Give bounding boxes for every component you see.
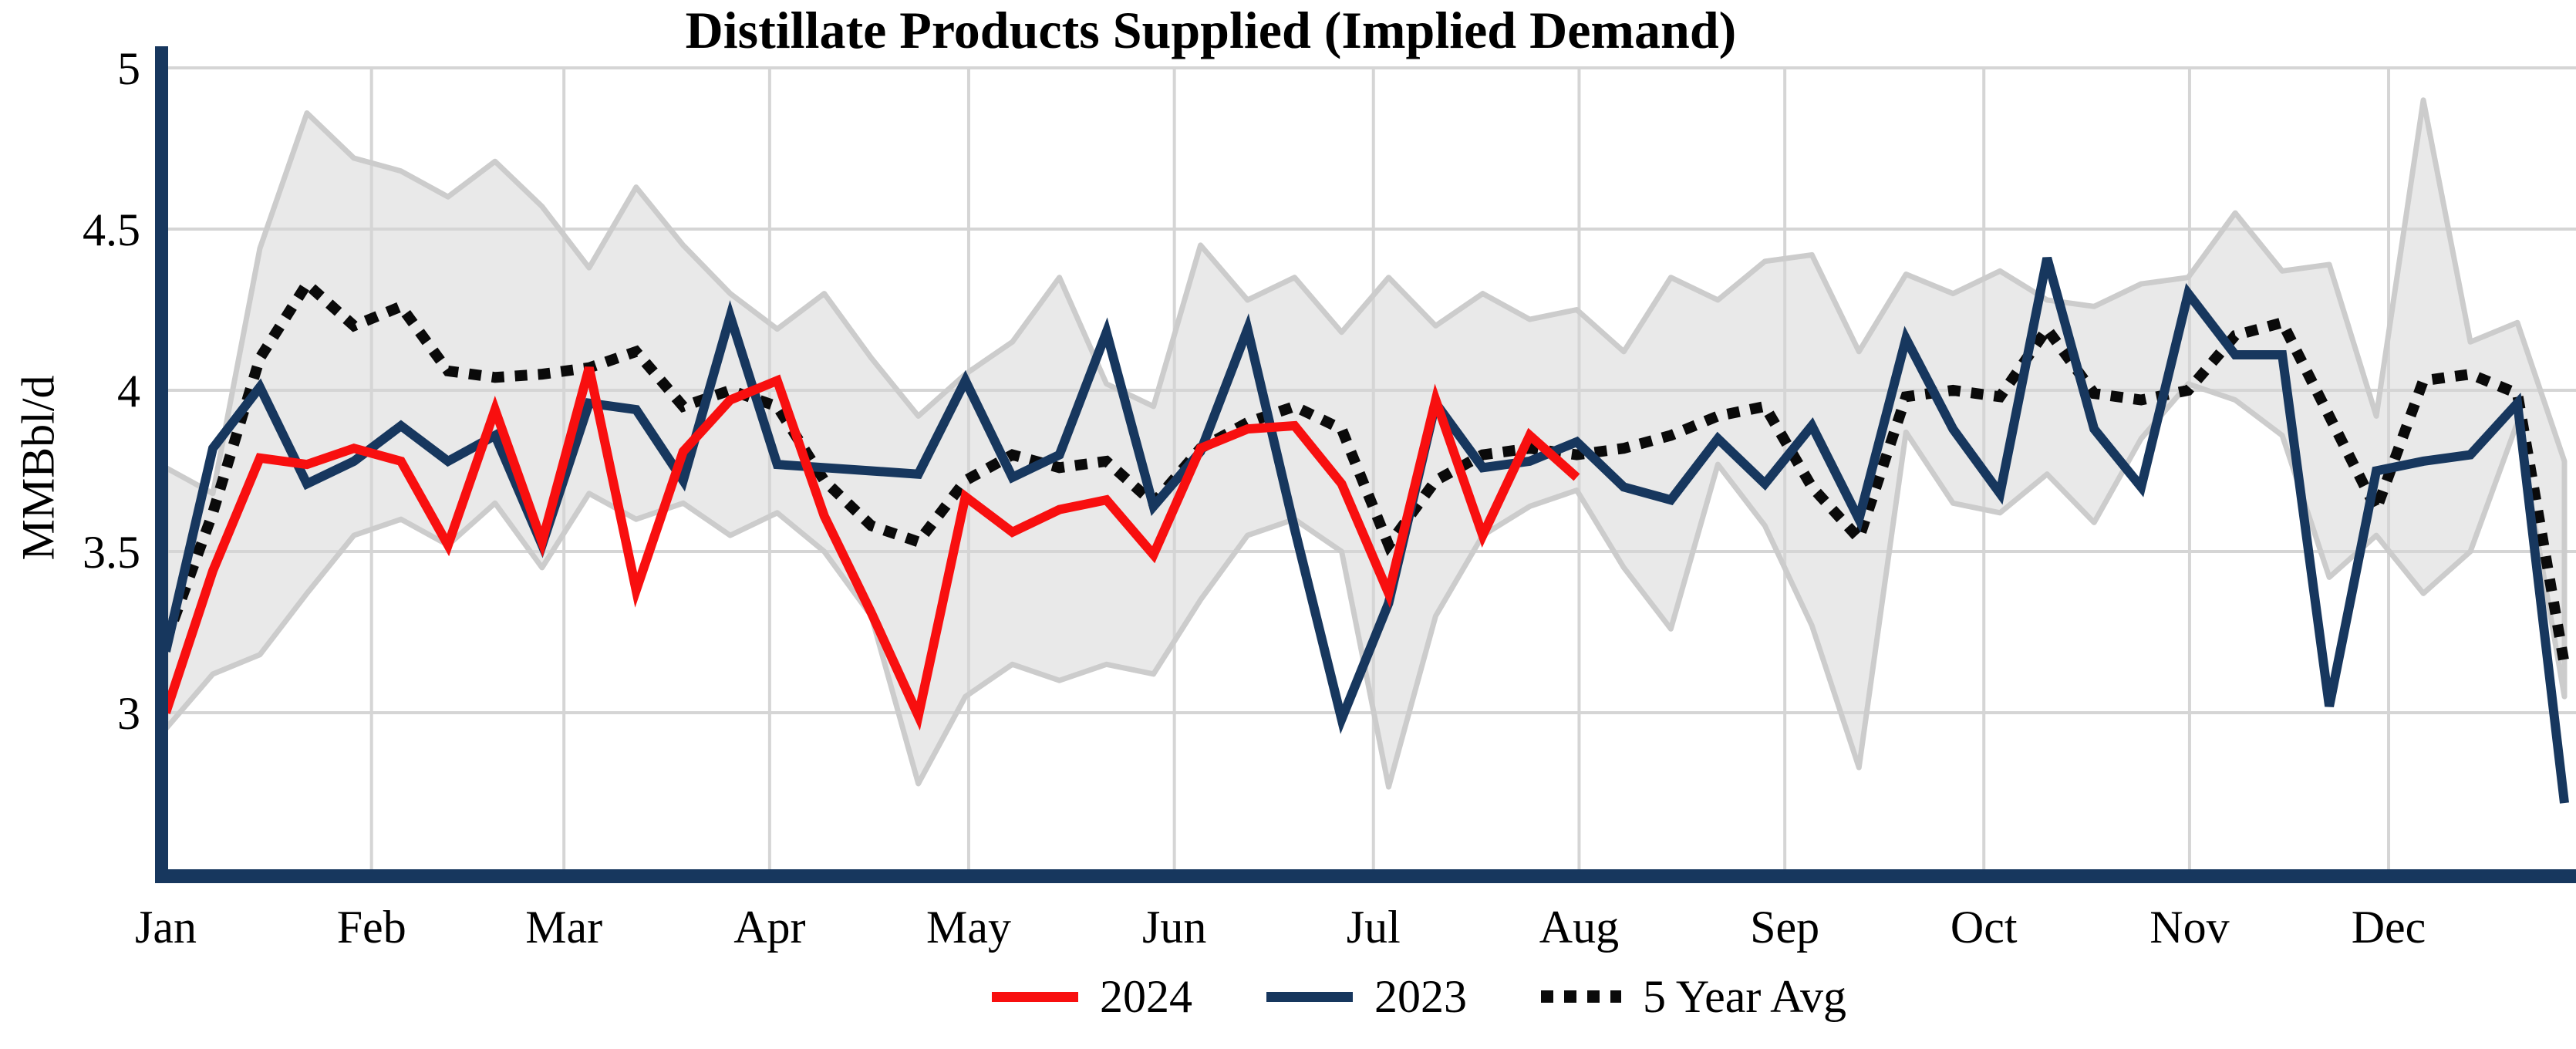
x-tick-label-Jan: Jan [135,902,197,953]
legend-item-2024: 2024 [992,973,1192,1020]
y-tick-label-5: 5 [117,43,140,94]
legend-swatch-2024 [992,991,1079,1002]
x-tick-label-Aug: Aug [1539,902,1619,953]
x-tick-label-Dec: Dec [2352,902,2426,953]
x-tick-label-Mar: Mar [525,902,602,953]
x-tick-label-Oct: Oct [1951,902,2018,953]
legend-swatch-2023 [1266,991,1354,1002]
x-tick-label-Nov: Nov [2149,902,2229,953]
chart-title: Distillate Products Supplied (Implied De… [685,1,1737,59]
x-tick-label-Jul: Jul [1347,902,1401,953]
y-tick-label-3: 3 [117,688,140,739]
series-line-2024 [161,366,1580,731]
x-axis-spine [155,869,2576,883]
x-tick-label-Jun: Jun [1142,902,1206,953]
legend-item-2023: 2023 [1266,973,1467,1020]
legend-item-5yr-avg: 5 Year Avg [1541,973,1846,1020]
legend-label-5yr-avg: 5 Year Avg [1643,971,1846,1022]
y-axis-spine [155,46,168,883]
x-tick-label-Sep: Sep [1750,902,1819,953]
legend-label-2023: 2023 [1374,971,1468,1022]
x-tick-label-Apr: Apr [733,902,805,953]
series-line-2023 [161,257,2569,804]
legend-label-2024: 2024 [1100,971,1193,1022]
five-year-range-band [166,100,2564,788]
y-tick-label-4: 4 [117,366,140,417]
y-tick-label-3.5: 3.5 [83,527,140,578]
legend-swatch-5yr-avg-dashed [1541,990,1622,1003]
five-year-range-band-edge [163,97,2568,790]
x-tick-label-May: May [926,902,1011,953]
legend: 2024 2023 5 Year Avg [0,973,2576,1020]
y-axis-label: MMBbl/d [12,375,64,561]
y-tick-label-4.5: 4.5 [83,204,140,255]
x-tick-label-Feb: Feb [337,902,406,953]
